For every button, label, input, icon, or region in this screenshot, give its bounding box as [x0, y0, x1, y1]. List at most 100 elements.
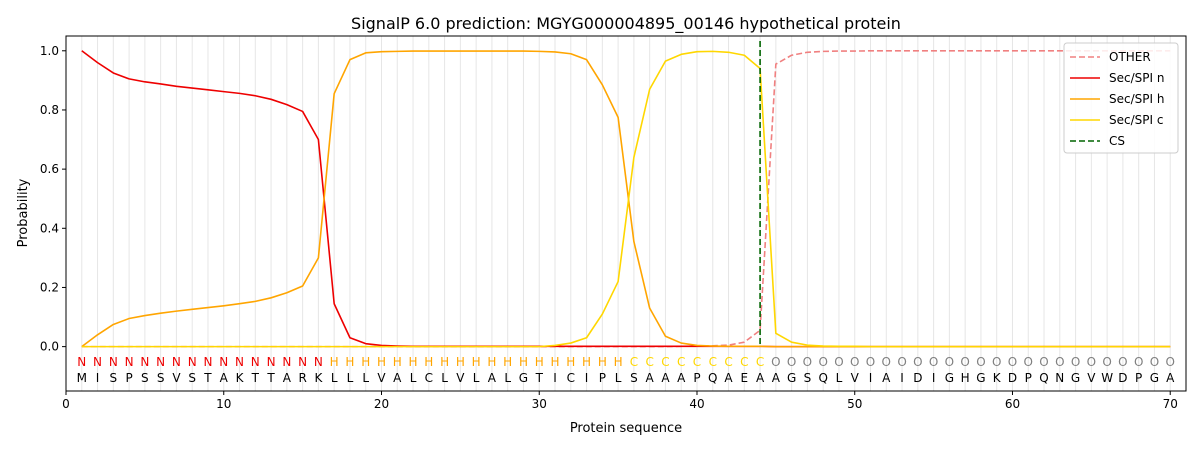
- region-label-39: C: [677, 355, 685, 369]
- region-label-20: H: [377, 355, 386, 369]
- region-label-67: O: [1118, 355, 1127, 369]
- y-tick-label-4: 0.8: [40, 103, 59, 117]
- residue-36: S: [630, 371, 638, 385]
- x-tick-label-5: 50: [847, 397, 862, 411]
- region-label-7: N: [172, 355, 181, 369]
- residue-40: P: [693, 371, 700, 385]
- region-label-5: N: [140, 355, 149, 369]
- residue-61: P: [1025, 371, 1032, 385]
- series-line-2: [81, 50, 1171, 348]
- residue-50: V: [851, 371, 860, 385]
- legend-label-3: Sec/SPI c: [1109, 113, 1163, 127]
- residue-59: K: [993, 371, 1002, 385]
- residue-9: T: [203, 371, 212, 385]
- region-label-28: H: [503, 355, 512, 369]
- series-line-3: [81, 50, 1171, 348]
- region-label-46: O: [787, 355, 796, 369]
- y-tick-label-5: 1.0: [40, 44, 59, 58]
- region-label-1: N: [77, 355, 86, 369]
- region-label-70: O: [1165, 355, 1174, 369]
- region-label-24: H: [440, 355, 449, 369]
- x-tick-label-0: 0: [62, 397, 70, 411]
- plot-frame: [65, 35, 1187, 392]
- residue-8: S: [188, 371, 196, 385]
- legend-box: [1063, 42, 1179, 154]
- residue-39: A: [677, 371, 686, 385]
- residue-27: A: [488, 371, 497, 385]
- region-label-56: O: [945, 355, 954, 369]
- region-label-4: N: [125, 355, 134, 369]
- residue-68: P: [1135, 371, 1142, 385]
- residue-34: P: [599, 371, 606, 385]
- region-label-66: O: [1102, 355, 1111, 369]
- region-label-62: O: [1039, 355, 1048, 369]
- residue-37: A: [646, 371, 655, 385]
- residue-45: A: [772, 371, 781, 385]
- region-label-59: O: [992, 355, 1001, 369]
- region-label-6: N: [156, 355, 165, 369]
- residue-53: I: [900, 371, 904, 385]
- y-tick-label-3: 0.6: [40, 162, 59, 176]
- residue-10: A: [220, 371, 229, 385]
- residue-58: G: [976, 371, 985, 385]
- legend-label-1: Sec/SPI n: [1109, 71, 1164, 85]
- region-label-15: N: [298, 355, 307, 369]
- region-label-69: O: [1150, 355, 1159, 369]
- region-label-27: H: [487, 355, 496, 369]
- x-tick-label-7: 70: [1163, 397, 1178, 411]
- x-axis-label: Protein sequence: [570, 421, 682, 436]
- x-tick-label-2: 20: [374, 397, 389, 411]
- residue-43: E: [741, 371, 749, 385]
- residue-52: A: [882, 371, 891, 385]
- region-label-38: C: [661, 355, 669, 369]
- region-label-51: O: [866, 355, 875, 369]
- residue-62: Q: [1039, 371, 1048, 385]
- residue-70: A: [1166, 371, 1175, 385]
- region-label-32: H: [566, 355, 575, 369]
- region-label-26: H: [472, 355, 481, 369]
- region-label-41: C: [709, 355, 717, 369]
- residue-38: A: [661, 371, 670, 385]
- region-label-60: O: [1008, 355, 1017, 369]
- chart-title: SignalP 6.0 prediction: MGYG000004895_00…: [351, 14, 901, 34]
- residue-33: I: [585, 371, 589, 385]
- region-label-57: O: [960, 355, 969, 369]
- region-label-54: O: [913, 355, 922, 369]
- residue-55: I: [932, 371, 936, 385]
- region-label-47: O: [803, 355, 812, 369]
- residue-24: L: [441, 371, 448, 385]
- region-label-34: H: [598, 355, 607, 369]
- legend-label-4: CS: [1109, 134, 1125, 148]
- region-label-42: C: [724, 355, 732, 369]
- region-label-8: N: [188, 355, 197, 369]
- residue-14: A: [283, 371, 292, 385]
- y-axis-label: Probability: [16, 178, 31, 247]
- x-tick-label-4: 40: [689, 397, 704, 411]
- region-label-63: O: [1055, 355, 1064, 369]
- residue-56: G: [945, 371, 954, 385]
- residue-49: L: [836, 371, 843, 385]
- residue-23: C: [425, 371, 433, 385]
- region-label-65: O: [1087, 355, 1096, 369]
- residue-20: V: [377, 371, 386, 385]
- legend: OTHER Sec/SPI n Sec/SPI h Sec/SPI c CS: [1063, 42, 1179, 154]
- region-label-23: H: [424, 355, 433, 369]
- residue-42: A: [724, 371, 733, 385]
- residue-67: D: [1118, 371, 1127, 385]
- residue-4: P: [125, 371, 132, 385]
- y-tick-label-2: 0.4: [40, 221, 59, 235]
- residue-1: M: [77, 371, 87, 385]
- region-label-35: H: [614, 355, 623, 369]
- region-label-30: H: [535, 355, 544, 369]
- residue-5: S: [141, 371, 149, 385]
- residue-21: A: [393, 371, 402, 385]
- residue-60: D: [1008, 371, 1017, 385]
- residue-35: L: [615, 371, 622, 385]
- tick-layer: 0 10 20 30 40 50 60 70 0.0 0.2 0.4 0.6 0.8 1.0: [40, 44, 1178, 411]
- region-label-17: H: [330, 355, 339, 369]
- region-label-50: O: [850, 355, 859, 369]
- region-label-2: N: [93, 355, 102, 369]
- region-label-40: C: [693, 355, 701, 369]
- region-label-19: H: [361, 355, 370, 369]
- residue-28: L: [504, 371, 511, 385]
